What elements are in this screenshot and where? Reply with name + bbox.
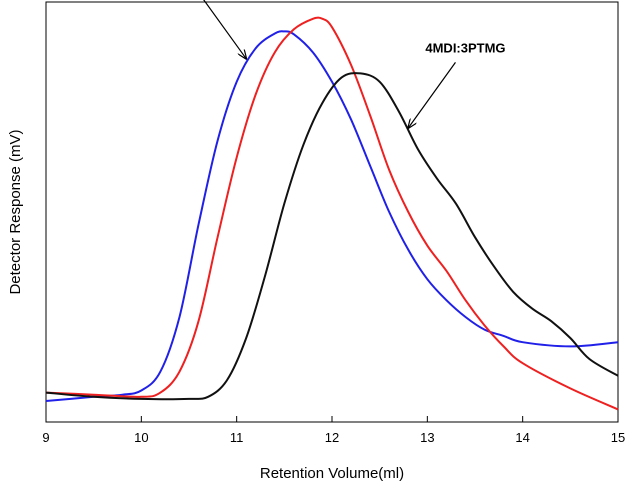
x-tick-label-1: 10 <box>134 430 148 445</box>
series-line-6mdi-5ptmg <box>45 16 619 411</box>
series-line-4mdi-3ptmg <box>45 72 619 401</box>
y-axis-title: Detector Response (mV) <box>7 129 24 294</box>
x-axis-title: Retention Volume(ml) <box>260 465 404 482</box>
x-axis: 9 10 11 12 13 14 15 <box>42 416 625 445</box>
annotation-4mdi-3ptmg: 4MDI:3PTMG <box>425 40 505 55</box>
x-tick-label-3: 12 <box>325 430 339 445</box>
x-tick-label-6: 15 <box>611 430 625 445</box>
series-layer <box>45 16 619 411</box>
annotation-8mdi-7ptmg-arrow <box>203 0 246 59</box>
x-tick-label-0: 9 <box>42 430 49 445</box>
x-tick-label-2: 11 <box>230 430 244 445</box>
x-tick-label-5: 14 <box>515 430 529 445</box>
series-line-8mdi-7ptmg <box>45 30 619 402</box>
annotation-layer: 8MDI:7PTMG6MDI:5PTMG4MDI:3PTMG <box>203 0 506 128</box>
annotation-4mdi-3ptmg-arrow <box>408 62 456 128</box>
plot-frame <box>45 1 619 423</box>
x-tick-label-4: 13 <box>420 430 434 445</box>
